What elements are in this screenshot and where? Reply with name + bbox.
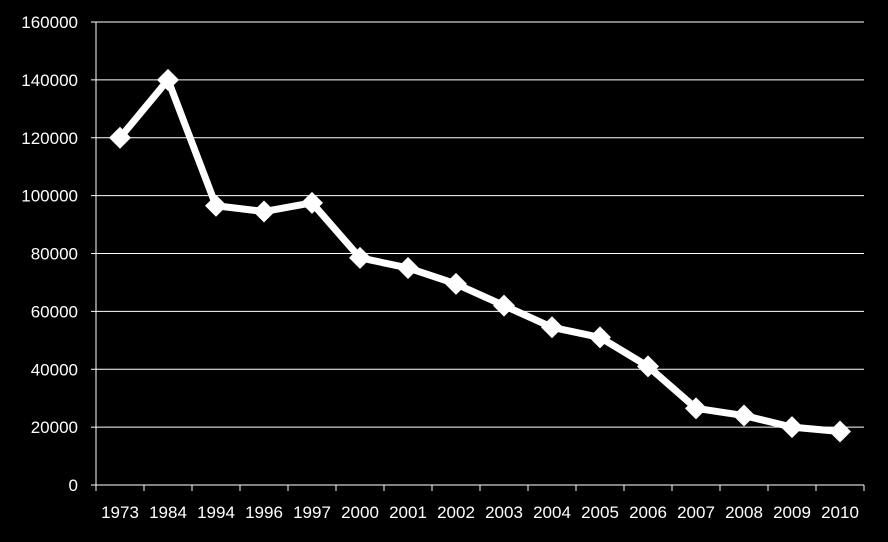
y-tick-label: 160000 — [21, 13, 78, 32]
x-tick-label: 2009 — [773, 503, 811, 522]
data-point-marker — [637, 355, 659, 378]
series-line — [116, 76, 844, 435]
data-point-marker — [589, 326, 611, 349]
data-point-marker — [781, 416, 803, 439]
series-markers — [109, 68, 851, 443]
x-tick-label: 2002 — [437, 503, 475, 522]
x-tick-label: 1996 — [245, 503, 283, 522]
x-tick-label: 2003 — [485, 503, 523, 522]
x-tick-label: 2007 — [677, 503, 715, 522]
x-tick-label: 2001 — [389, 503, 427, 522]
data-point-marker — [685, 397, 707, 420]
y-tick-label: 140000 — [21, 71, 78, 90]
y-tick-label: 80000 — [31, 245, 78, 264]
x-tick-label: 2010 — [821, 503, 859, 522]
series-lines — [116, 76, 844, 435]
x-tick-labels: 1973 1984 1994 1996 1997 2000 2001 2002 2003 2004… — [101, 503, 859, 522]
data-point-marker — [397, 256, 419, 279]
data-point-marker — [205, 194, 227, 217]
gridlines — [96, 21, 864, 428]
x-tick-label: 1997 — [293, 503, 331, 522]
x-tick-label: 2004 — [533, 503, 571, 522]
y-tick-label: 120000 — [21, 129, 78, 148]
x-tick-label: 1984 — [149, 503, 187, 522]
data-point-marker — [109, 126, 131, 149]
x-tick-label: 2000 — [341, 503, 379, 522]
data-point-marker — [829, 420, 851, 443]
x-tick-label: 2008 — [725, 503, 763, 522]
data-point-marker — [733, 404, 755, 427]
data-point-marker — [493, 294, 515, 317]
x-tick-label: 1973 — [101, 503, 139, 522]
y-tick-label: 0 — [69, 476, 78, 495]
y-tick-label: 100000 — [21, 187, 78, 206]
data-point-marker — [445, 272, 467, 295]
data-point-marker — [157, 68, 179, 91]
x-tick-label: 1994 — [197, 503, 235, 522]
data-point-marker — [253, 200, 275, 223]
y-tick-label: 60000 — [31, 302, 78, 321]
y-tick-label: 40000 — [31, 360, 78, 379]
x-tick-label: 2006 — [629, 503, 667, 522]
axes — [91, 21, 865, 491]
data-point-marker — [349, 246, 371, 269]
data-point-marker — [301, 191, 323, 214]
x-tick-label: 2005 — [581, 503, 619, 522]
data-point-marker — [541, 316, 563, 339]
y-tick-labels: 0 20000 40000 60000 80000 100000 120000 140000 1… — [21, 13, 78, 495]
y-tick-label: 20000 — [31, 418, 78, 437]
